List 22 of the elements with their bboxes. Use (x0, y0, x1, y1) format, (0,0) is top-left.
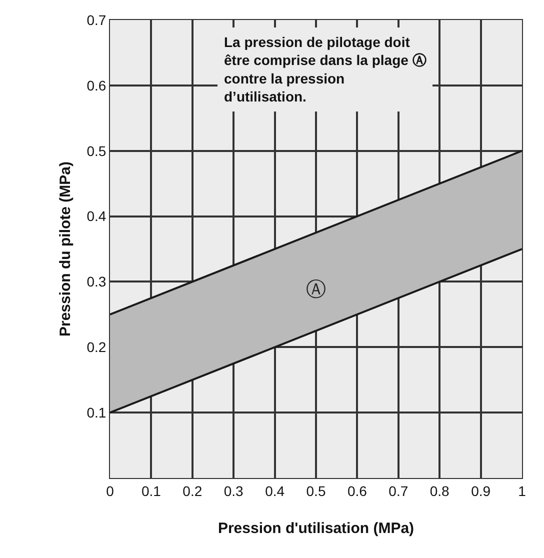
x-tick-label: 0.5 (306, 482, 326, 499)
x-tick-label: 0.9 (471, 482, 491, 499)
x-axis-title: Pression d'utilisation (MPa) (218, 520, 414, 537)
x-tick-label: 0.2 (182, 482, 202, 499)
y-tick-label: 0.7 (86, 12, 106, 28)
y-tick-label: 0.2 (86, 339, 106, 356)
x-tick-label: 0.7 (388, 482, 408, 499)
y-tick-label: 0.6 (86, 77, 106, 94)
annotation: La pression de pilotage doit être comprise dans la plage Ⓐ contre la pression d’utilisation. (224, 34, 426, 105)
y-tick-label: 0.3 (86, 274, 106, 290)
y-tick-label: 0.1 (86, 404, 106, 420)
y-tick-label: 0.5 (86, 142, 106, 159)
x-tick-label: 0.1 (141, 482, 162, 499)
x-tick-label: 0.3 (224, 482, 244, 499)
y-axis-title: Pression du pilote (MPa) (57, 161, 74, 337)
x-tick-label: 1 (518, 482, 526, 499)
x-tick-label: 0.8 (430, 482, 450, 499)
x-tick-label: 0.4 (265, 482, 285, 499)
x-tick-label: 0.6 (347, 482, 368, 499)
annotation: Ⓐ (306, 279, 326, 301)
y-tick-label: 0.4 (86, 208, 106, 224)
x-tick-label: 0 (106, 482, 114, 499)
